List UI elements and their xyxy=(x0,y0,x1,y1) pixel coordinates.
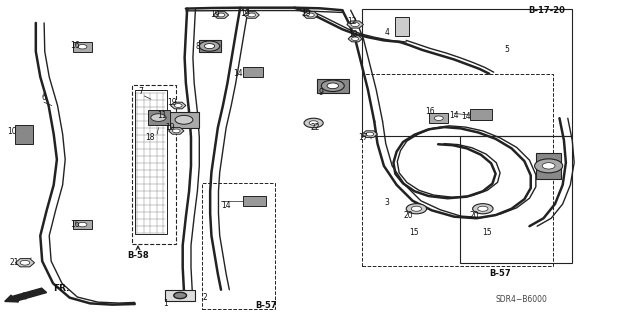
Polygon shape xyxy=(198,41,221,51)
Text: 1: 1 xyxy=(163,299,168,308)
Text: 12: 12 xyxy=(347,17,356,26)
Polygon shape xyxy=(148,110,170,124)
Polygon shape xyxy=(303,12,318,18)
Text: 16: 16 xyxy=(70,41,80,50)
Text: 4: 4 xyxy=(385,28,390,37)
Text: 6: 6 xyxy=(42,93,47,102)
Circle shape xyxy=(173,129,180,133)
Text: 14: 14 xyxy=(234,69,243,78)
Circle shape xyxy=(321,80,344,92)
Text: B-58: B-58 xyxy=(127,251,149,260)
Polygon shape xyxy=(166,290,195,301)
Circle shape xyxy=(248,13,255,17)
Polygon shape xyxy=(396,17,410,36)
Circle shape xyxy=(366,132,374,136)
Circle shape xyxy=(534,159,563,173)
Text: 3: 3 xyxy=(385,198,390,207)
Text: B-57: B-57 xyxy=(255,301,276,310)
Text: 20: 20 xyxy=(403,211,413,219)
Polygon shape xyxy=(73,220,92,229)
Text: SDR4−B6000: SDR4−B6000 xyxy=(495,295,547,304)
Text: 2: 2 xyxy=(203,293,207,302)
Text: 16: 16 xyxy=(70,220,80,229)
Text: 13: 13 xyxy=(348,30,358,39)
Circle shape xyxy=(351,37,358,41)
Text: 5: 5 xyxy=(504,45,509,55)
Polygon shape xyxy=(171,102,186,109)
Text: 19: 19 xyxy=(167,98,177,107)
Circle shape xyxy=(412,206,422,211)
Circle shape xyxy=(472,204,493,214)
Text: 19: 19 xyxy=(165,123,175,132)
Circle shape xyxy=(477,206,488,211)
Polygon shape xyxy=(169,128,184,134)
Text: 19: 19 xyxy=(211,10,220,19)
Circle shape xyxy=(175,115,193,124)
Circle shape xyxy=(151,114,166,122)
Text: 7: 7 xyxy=(139,87,143,96)
Polygon shape xyxy=(73,42,92,51)
Circle shape xyxy=(78,45,87,49)
Polygon shape xyxy=(317,78,349,93)
Text: 9: 9 xyxy=(319,88,324,97)
Text: 15: 15 xyxy=(483,228,492,237)
Polygon shape xyxy=(429,114,449,123)
Polygon shape xyxy=(15,259,35,267)
Text: 14: 14 xyxy=(461,112,470,121)
Circle shape xyxy=(174,104,182,108)
Polygon shape xyxy=(15,124,33,144)
Polygon shape xyxy=(213,12,228,18)
Text: 19: 19 xyxy=(301,9,311,18)
Circle shape xyxy=(435,116,444,121)
Text: 14: 14 xyxy=(449,111,459,120)
Circle shape xyxy=(78,222,87,227)
Polygon shape xyxy=(243,67,262,77)
Circle shape xyxy=(204,44,214,49)
Text: 20: 20 xyxy=(470,211,479,219)
Circle shape xyxy=(307,13,314,17)
Text: 22: 22 xyxy=(310,123,319,132)
Circle shape xyxy=(327,83,339,89)
Circle shape xyxy=(309,121,318,125)
Text: 19: 19 xyxy=(241,9,250,18)
Text: 17: 17 xyxy=(358,133,367,142)
Circle shape xyxy=(542,163,555,169)
Polygon shape xyxy=(470,109,492,120)
Circle shape xyxy=(173,292,186,299)
Text: 16: 16 xyxy=(426,108,435,116)
Circle shape xyxy=(406,204,427,214)
Text: 15: 15 xyxy=(410,228,419,237)
Text: B-57: B-57 xyxy=(489,269,511,278)
Text: 8: 8 xyxy=(195,42,200,51)
Polygon shape xyxy=(536,153,561,179)
Circle shape xyxy=(20,260,29,265)
Text: 18: 18 xyxy=(145,133,154,142)
Polygon shape xyxy=(170,112,198,128)
Polygon shape xyxy=(348,36,362,42)
Polygon shape xyxy=(244,12,259,18)
Circle shape xyxy=(351,22,359,26)
Polygon shape xyxy=(362,131,378,137)
Text: 10: 10 xyxy=(7,127,17,136)
Polygon shape xyxy=(347,21,364,28)
Text: 21: 21 xyxy=(10,258,19,267)
Text: FR.: FR. xyxy=(53,284,70,293)
Polygon shape xyxy=(243,196,266,205)
Text: B-17-20: B-17-20 xyxy=(528,6,565,15)
Circle shape xyxy=(217,13,225,17)
Text: 11: 11 xyxy=(157,111,167,120)
Circle shape xyxy=(304,118,323,128)
Text: 14: 14 xyxy=(221,201,231,210)
FancyArrow shape xyxy=(4,288,47,302)
Circle shape xyxy=(199,41,220,51)
